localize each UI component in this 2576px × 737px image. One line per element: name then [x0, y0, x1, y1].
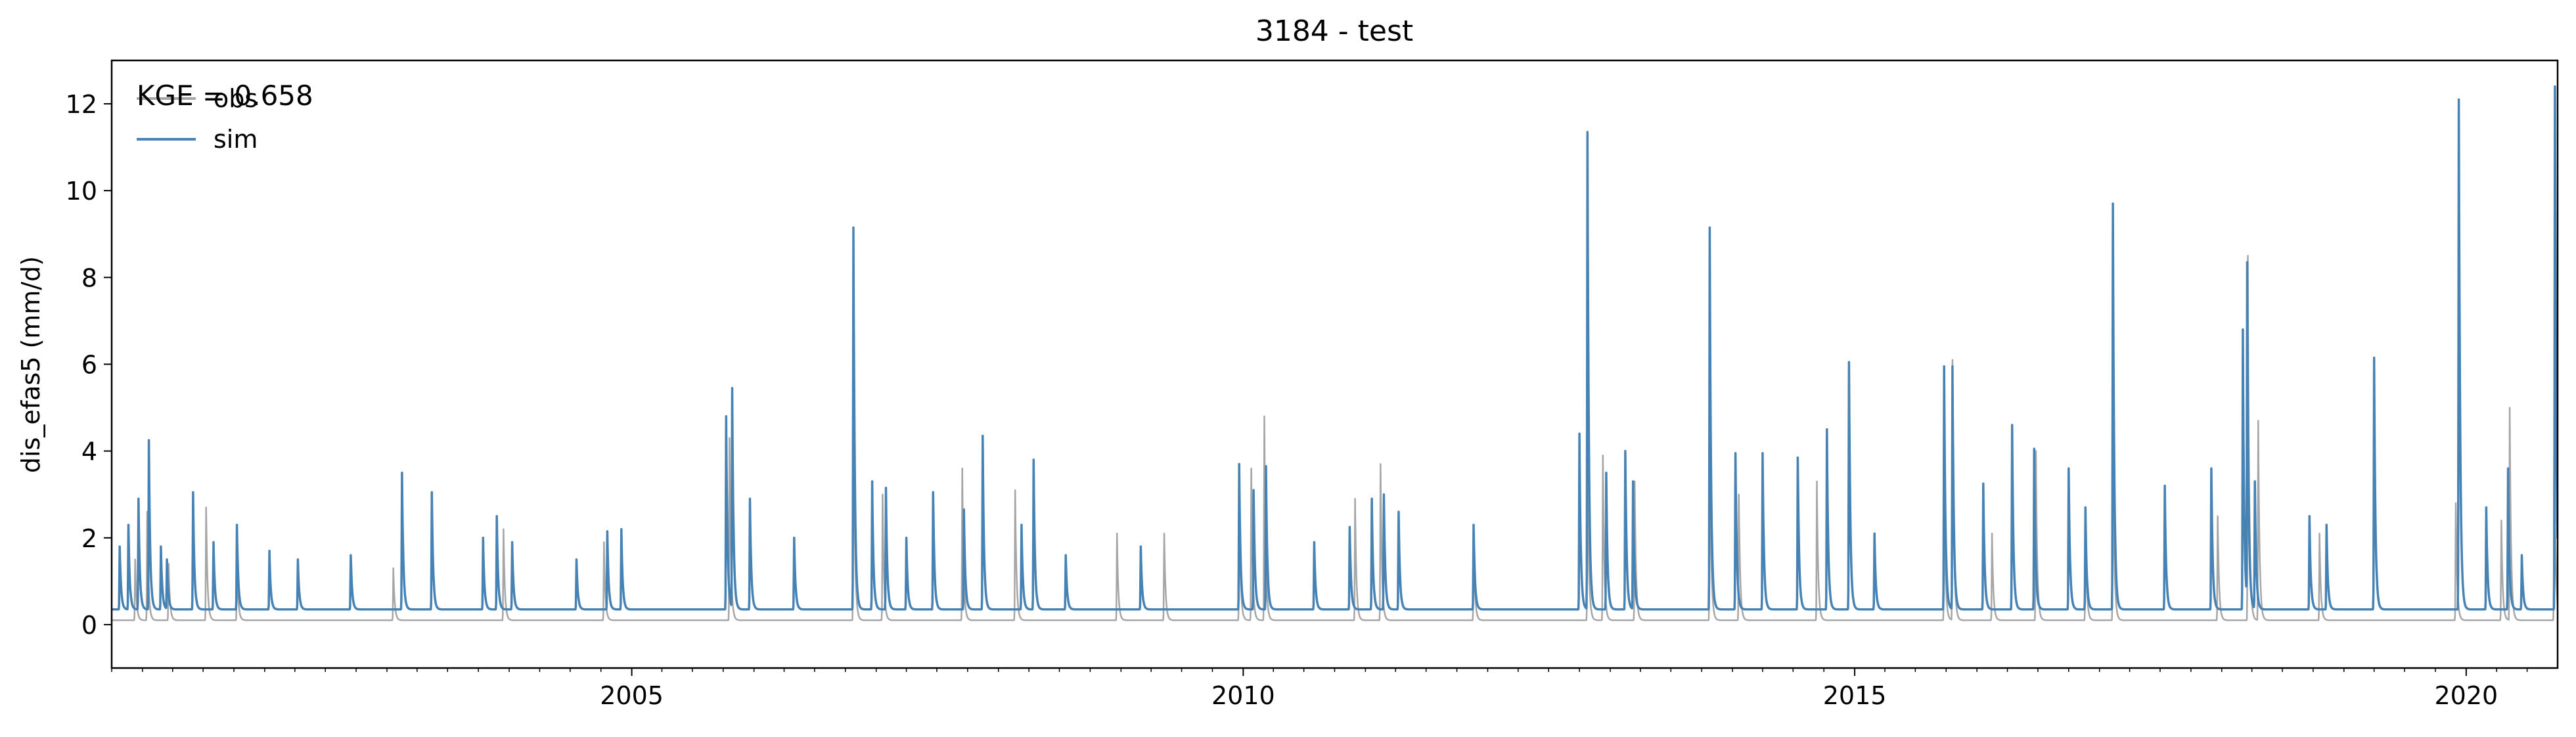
y-axis-label: dis_efas5 (mm/d): [16, 256, 45, 473]
chart-title: 3184 - test: [1255, 14, 1413, 48]
x-tick-label: 2005: [600, 681, 664, 710]
legend-label-obs: obs: [214, 84, 258, 113]
y-tick-label: 6: [81, 351, 97, 380]
legend: obs sim: [137, 84, 258, 154]
y-tick-label: 8: [81, 263, 97, 292]
x-tick-label: 2015: [1823, 681, 1887, 710]
x-tick-label: 2010: [1211, 681, 1275, 710]
plot-frame: [110, 59, 2559, 669]
x-ticks: 2005 2010 2015 2020: [111, 668, 2528, 710]
kge-annotation: KGE = 0.658: [137, 79, 313, 112]
y-tick-label: 10: [66, 177, 97, 206]
legend-label-sim: sim: [214, 125, 258, 154]
y-tick-label: 12: [66, 90, 97, 119]
y-ticks: 0 2 4 6 8 10 12: [66, 90, 112, 640]
y-tick-label: 0: [81, 611, 97, 640]
series-line-obs: [112, 255, 2558, 621]
y-tick-label: 2: [81, 524, 97, 553]
y-tick-label: 4: [81, 437, 97, 466]
series-line-sim: [112, 85, 2558, 611]
x-tick-label: 2020: [2434, 681, 2498, 710]
series-layer: [112, 85, 2558, 621]
